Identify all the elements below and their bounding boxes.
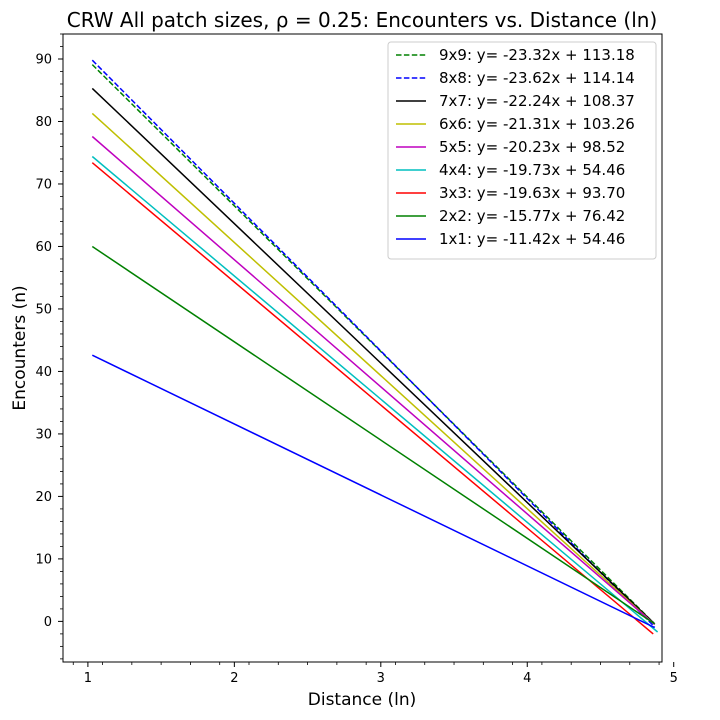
series-line-7 [91,162,654,635]
y-axis-label: Encounters (n) [10,285,30,410]
y-tick-label: 90 [35,52,52,67]
legend-entry: 9x9: y= -23.32x + 113.18 [439,46,635,64]
y-tick-label: 20 [35,490,52,505]
legend-entry: 4x4: y= -19.73x + 54.46 [439,161,625,179]
y-tick-label: 80 [35,115,52,130]
x-tick-label: 2 [230,671,238,686]
series-line-5 [91,135,656,626]
legend-box [387,41,657,260]
series-line-2 [91,59,656,628]
plot-area [91,59,659,635]
y-tick-label: 10 [35,552,52,567]
legend: 9x9: y= -23.32x + 113.18 8x8: y= -23.62x … [387,41,657,260]
x-tick-label: 5 [670,671,678,686]
chart-title: CRW All patch sizes, ρ = 0.25: Encounter… [67,8,658,32]
legend-entry: 5x5: y= -20.23x + 98.52 [439,138,625,156]
legend-entry: 2x2: y= -15.77x + 76.42 [439,207,625,225]
plot-frame [62,33,663,663]
legend-entry: 7x7: y= -22.24x + 108.37 [439,92,635,110]
series-line-8 [91,245,656,625]
y-tick-label: 30 [35,427,52,442]
y-tick-label: 60 [35,240,52,255]
legend-entry: 3x3: y= -19.63x + 93.70 [439,184,625,202]
series-line-6 [91,155,659,633]
legend-entry: 6x6: y= -21.31x + 103.26 [439,115,635,133]
legend-entry: 1x1: y= -11.42x + 54.46 [439,230,625,248]
x-tick-label: 1 [84,671,92,686]
x-tick-label: 3 [377,671,385,686]
series-line-4 [91,112,656,626]
series-line-3 [91,87,656,625]
series-line-9 [91,354,656,629]
y-tick-label: 0 [44,615,52,630]
y-tick-label: 50 [35,302,52,317]
legend-entry: 8x8: y= -23.62x + 114.14 [439,69,635,87]
y-tick-label: 40 [35,365,52,380]
y-tick-label: 70 [35,177,52,192]
x-axis-label: Distance (ln) [308,690,417,710]
x-tick-label: 4 [523,671,531,686]
